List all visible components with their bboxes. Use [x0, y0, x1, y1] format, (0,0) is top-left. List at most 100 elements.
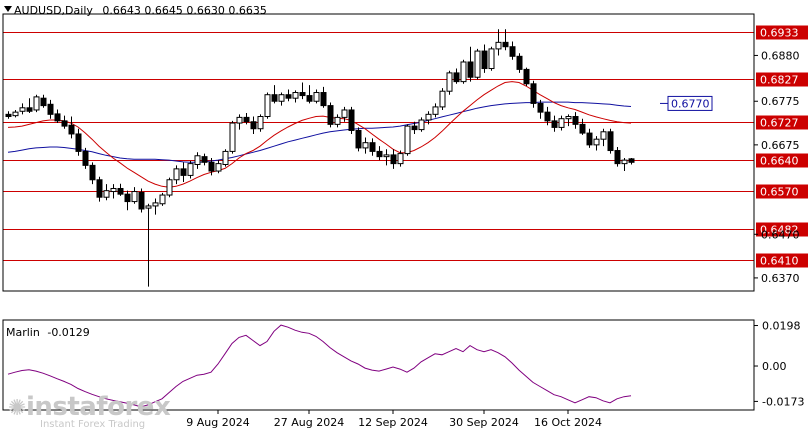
candle-body — [159, 194, 166, 205]
candle — [26, 98, 33, 114]
candle — [264, 92, 271, 119]
candle-body — [306, 95, 313, 102]
candle-body — [110, 187, 117, 193]
candle-body — [145, 205, 152, 209]
candle-body — [299, 92, 306, 97]
candle — [271, 85, 278, 104]
candle-body — [173, 168, 180, 181]
main-pane-border — [2, 13, 755, 292]
indicator-name: Marlin — [6, 326, 40, 339]
candle-body — [5, 113, 12, 118]
candle-body — [509, 46, 516, 57]
candle-body — [194, 155, 201, 165]
candle-body — [131, 191, 138, 203]
candle-body — [180, 168, 187, 176]
candle-body — [502, 41, 509, 48]
candle-body — [229, 122, 236, 152]
oscillator-line — [7, 324, 632, 408]
candle — [12, 109, 19, 118]
ma-label-text: 0.6770 — [671, 97, 710, 110]
candle-body — [537, 102, 544, 113]
level-tag-box — [756, 222, 808, 237]
oscillator-tick-label: 0.00 — [762, 360, 787, 373]
oscillator-pane: 0.0198 0.00 -0.0173 — [7, 320, 804, 408]
candle-body — [257, 116, 264, 130]
candle — [180, 162, 187, 182]
candle-body — [243, 116, 250, 123]
candle — [579, 118, 586, 135]
candle-body — [481, 50, 488, 70]
candle-body — [26, 107, 33, 112]
candle — [159, 192, 166, 206]
candle-body — [600, 131, 607, 140]
candle — [502, 29, 509, 51]
candle-body — [607, 131, 614, 152]
candle-body — [327, 105, 334, 125]
candle — [362, 137, 369, 154]
candle — [215, 160, 222, 174]
price-axis: 0.69330.68270.67270.66400.65700.64820.64… — [660, 25, 808, 285]
candle-body — [411, 125, 418, 131]
level-tag-label: 0.6410 — [760, 255, 799, 268]
time-axis: 9 Aug 2024 27 Aug 2024 12 Sep 2024 30 Sep 2… — [186, 410, 602, 429]
time-tick-label: 12 Sep 2024 — [358, 416, 428, 429]
candle-body — [621, 159, 628, 165]
candle — [33, 94, 40, 113]
candle — [586, 128, 593, 148]
level-tag-box — [756, 115, 808, 130]
candle-body — [488, 48, 495, 70]
candle-body — [12, 111, 19, 117]
level-tag-label: 0.6933 — [760, 27, 799, 40]
candle-body — [124, 193, 131, 203]
candle-body — [236, 116, 243, 124]
candle — [306, 85, 313, 104]
candle-body — [75, 133, 82, 152]
candle — [572, 112, 579, 129]
candle-body — [593, 138, 600, 146]
level-lines — [3, 32, 754, 261]
candles — [5, 29, 635, 287]
candle — [467, 46, 474, 82]
candle — [425, 111, 432, 125]
candle — [229, 120, 236, 154]
candle-body — [278, 94, 285, 102]
price-tick-label: 0.6675 — [761, 139, 800, 152]
candle — [348, 106, 355, 134]
candle — [54, 109, 61, 124]
time-tick-label: 27 Aug 2024 — [274, 416, 344, 429]
candle-body — [586, 132, 593, 146]
candle-body — [446, 72, 453, 92]
time-tick-label: 16 Oct 2024 — [534, 416, 602, 429]
level-tag-box — [756, 72, 808, 87]
candle — [152, 198, 159, 215]
candle — [96, 176, 103, 202]
candle-body — [516, 55, 523, 70]
candle — [40, 94, 47, 108]
candle-body — [313, 92, 320, 102]
candle — [404, 124, 411, 156]
logo-icon: ✺ — [8, 396, 26, 421]
candle — [75, 128, 82, 156]
candle — [47, 99, 54, 119]
candle — [173, 165, 180, 185]
candle — [369, 138, 376, 156]
candle — [341, 106, 348, 122]
candle — [558, 115, 565, 131]
candle — [201, 153, 208, 166]
candle — [628, 157, 635, 165]
candle-body — [551, 120, 558, 128]
oscillator-tick-label: 0.0198 — [762, 320, 801, 333]
candle — [621, 157, 628, 172]
collapse-arrow-icon[interactable] — [4, 6, 12, 12]
candle-body — [369, 142, 376, 152]
level-price-tag: 0.6727 — [756, 115, 808, 130]
candle — [250, 116, 257, 134]
candle-body — [292, 92, 299, 99]
price-tick-label: 0.6370 — [761, 272, 800, 285]
candle — [117, 183, 124, 196]
level-tag-label: 0.6827 — [760, 74, 799, 87]
candle-body — [572, 116, 579, 125]
candle — [460, 59, 467, 84]
candle-body — [495, 41, 502, 50]
